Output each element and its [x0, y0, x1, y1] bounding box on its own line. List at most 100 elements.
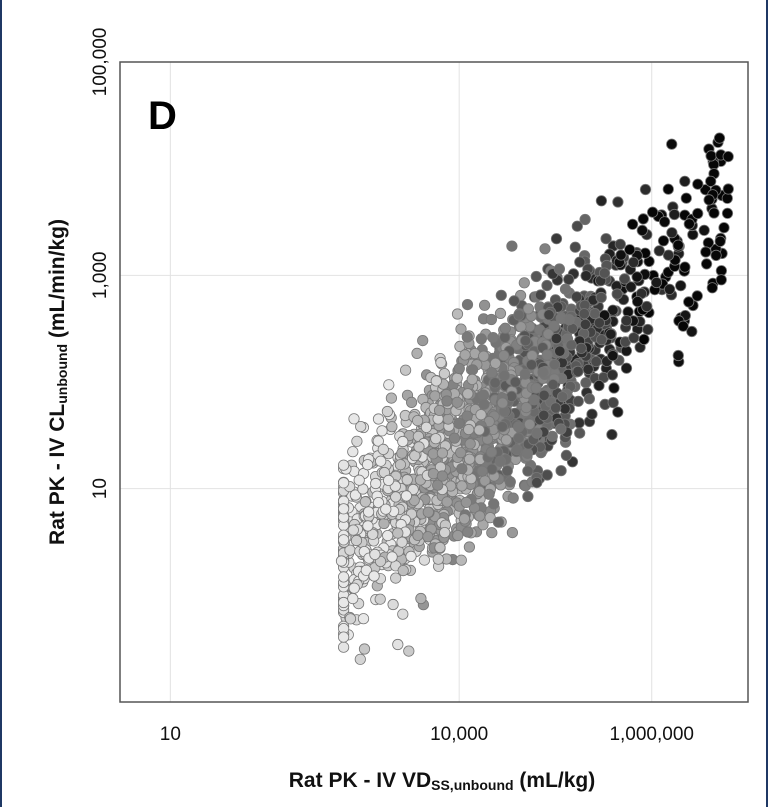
scatter-point [677, 320, 689, 332]
scatter-point [432, 553, 444, 565]
scatter-point [413, 441, 425, 453]
scatter-point [593, 317, 606, 329]
scatter-point [605, 328, 617, 340]
scatter-point [525, 359, 538, 371]
y-tick-label: 1,000 [90, 252, 111, 300]
scatter-point [411, 347, 423, 359]
scatter-point [579, 318, 592, 330]
scatter-point [519, 368, 531, 380]
y-axis-title-unit: (mL/min/kg) [46, 219, 69, 344]
scatter-point [637, 213, 649, 225]
scatter-point [374, 593, 386, 605]
scatter-point [422, 531, 434, 543]
scatter-point [369, 548, 381, 561]
scatter-point [657, 235, 670, 247]
scatter-point [579, 213, 591, 226]
scatter-point [528, 394, 540, 406]
scatter-point [466, 373, 478, 385]
scatter-point [618, 273, 631, 285]
scatter-point [571, 220, 583, 232]
scatter-point [378, 517, 390, 530]
scatter-point [702, 237, 715, 249]
scatter-point [463, 453, 476, 465]
scatter-point [386, 551, 398, 563]
scatter-point [362, 520, 374, 532]
scatter-point [703, 194, 715, 206]
scatter-point [381, 405, 393, 418]
scatter-point [600, 233, 612, 245]
scatter-point [538, 389, 550, 401]
scatter-point [541, 469, 553, 481]
scatter-point [672, 239, 684, 251]
y-tick-label: 100,000 [90, 28, 111, 97]
scatter-point [461, 331, 473, 343]
scatter-point [530, 382, 542, 394]
scatter-point [607, 396, 619, 409]
scatter-point [543, 309, 555, 321]
scatter-point [415, 592, 427, 605]
scatter-point [522, 465, 534, 477]
scatter-point [337, 571, 350, 583]
scatter-point [382, 474, 395, 486]
scatter-point [523, 418, 536, 430]
scatter-point [337, 641, 350, 653]
scatter-point [631, 271, 643, 283]
scatter-point [456, 480, 468, 492]
scatter-point [441, 496, 453, 508]
scatter-point [453, 417, 465, 429]
scatter-point [641, 300, 653, 313]
scatter-point [679, 261, 691, 273]
scatter-point [434, 541, 446, 554]
scatter-point [360, 564, 372, 576]
scatter-point [357, 613, 370, 625]
scatter-point [397, 608, 409, 620]
data-points [335, 132, 734, 665]
scatter-point [631, 295, 644, 308]
scatter-point [580, 270, 592, 282]
scatter-point [563, 314, 575, 326]
scatter-point [453, 362, 465, 375]
scatter-point [675, 280, 687, 292]
scatter-point [574, 427, 586, 439]
scatter-point [394, 459, 406, 471]
scatter-point [418, 554, 430, 566]
scatter-point [492, 516, 505, 528]
scatter-point [494, 455, 506, 467]
scatter-point [397, 564, 409, 577]
x-tick-label: 1,000,000 [609, 724, 694, 745]
scatter-point [420, 421, 432, 433]
scatter-point [430, 433, 442, 445]
scatter-point [487, 331, 499, 344]
scatter-point [698, 224, 710, 236]
scatter-point [569, 241, 581, 253]
scatter-point [463, 423, 475, 436]
scatter-point [455, 554, 467, 566]
scatter-point [474, 510, 486, 522]
scatter-point [626, 218, 639, 230]
scatter-point [473, 485, 486, 497]
scatter-point [355, 420, 367, 433]
scatter-point [368, 570, 380, 582]
scatter-point [460, 496, 472, 508]
x-axis-title: Rat PK - IV VDSS,unbound (mL/kg) [289, 769, 595, 793]
scatter-point [436, 470, 448, 482]
scatter-point [436, 447, 448, 459]
scatter-point [456, 463, 468, 475]
scatter-point [486, 463, 498, 475]
scatter-point [337, 503, 350, 515]
scatter-point [358, 643, 371, 655]
scatter-point [485, 446, 498, 458]
scatter-point [396, 447, 408, 459]
scatter-point [541, 279, 553, 292]
scatter-point [639, 183, 652, 196]
scatter-point [607, 304, 619, 316]
scatter-point [442, 413, 454, 425]
scatter-point [636, 224, 648, 236]
scatter-point [387, 598, 399, 611]
scatter-point [573, 417, 585, 429]
y-tick-label: 10 [90, 478, 111, 499]
scatter-point [683, 296, 695, 308]
scatter-point [578, 308, 590, 320]
scatter-point [710, 249, 722, 261]
scatter-point [520, 401, 532, 414]
